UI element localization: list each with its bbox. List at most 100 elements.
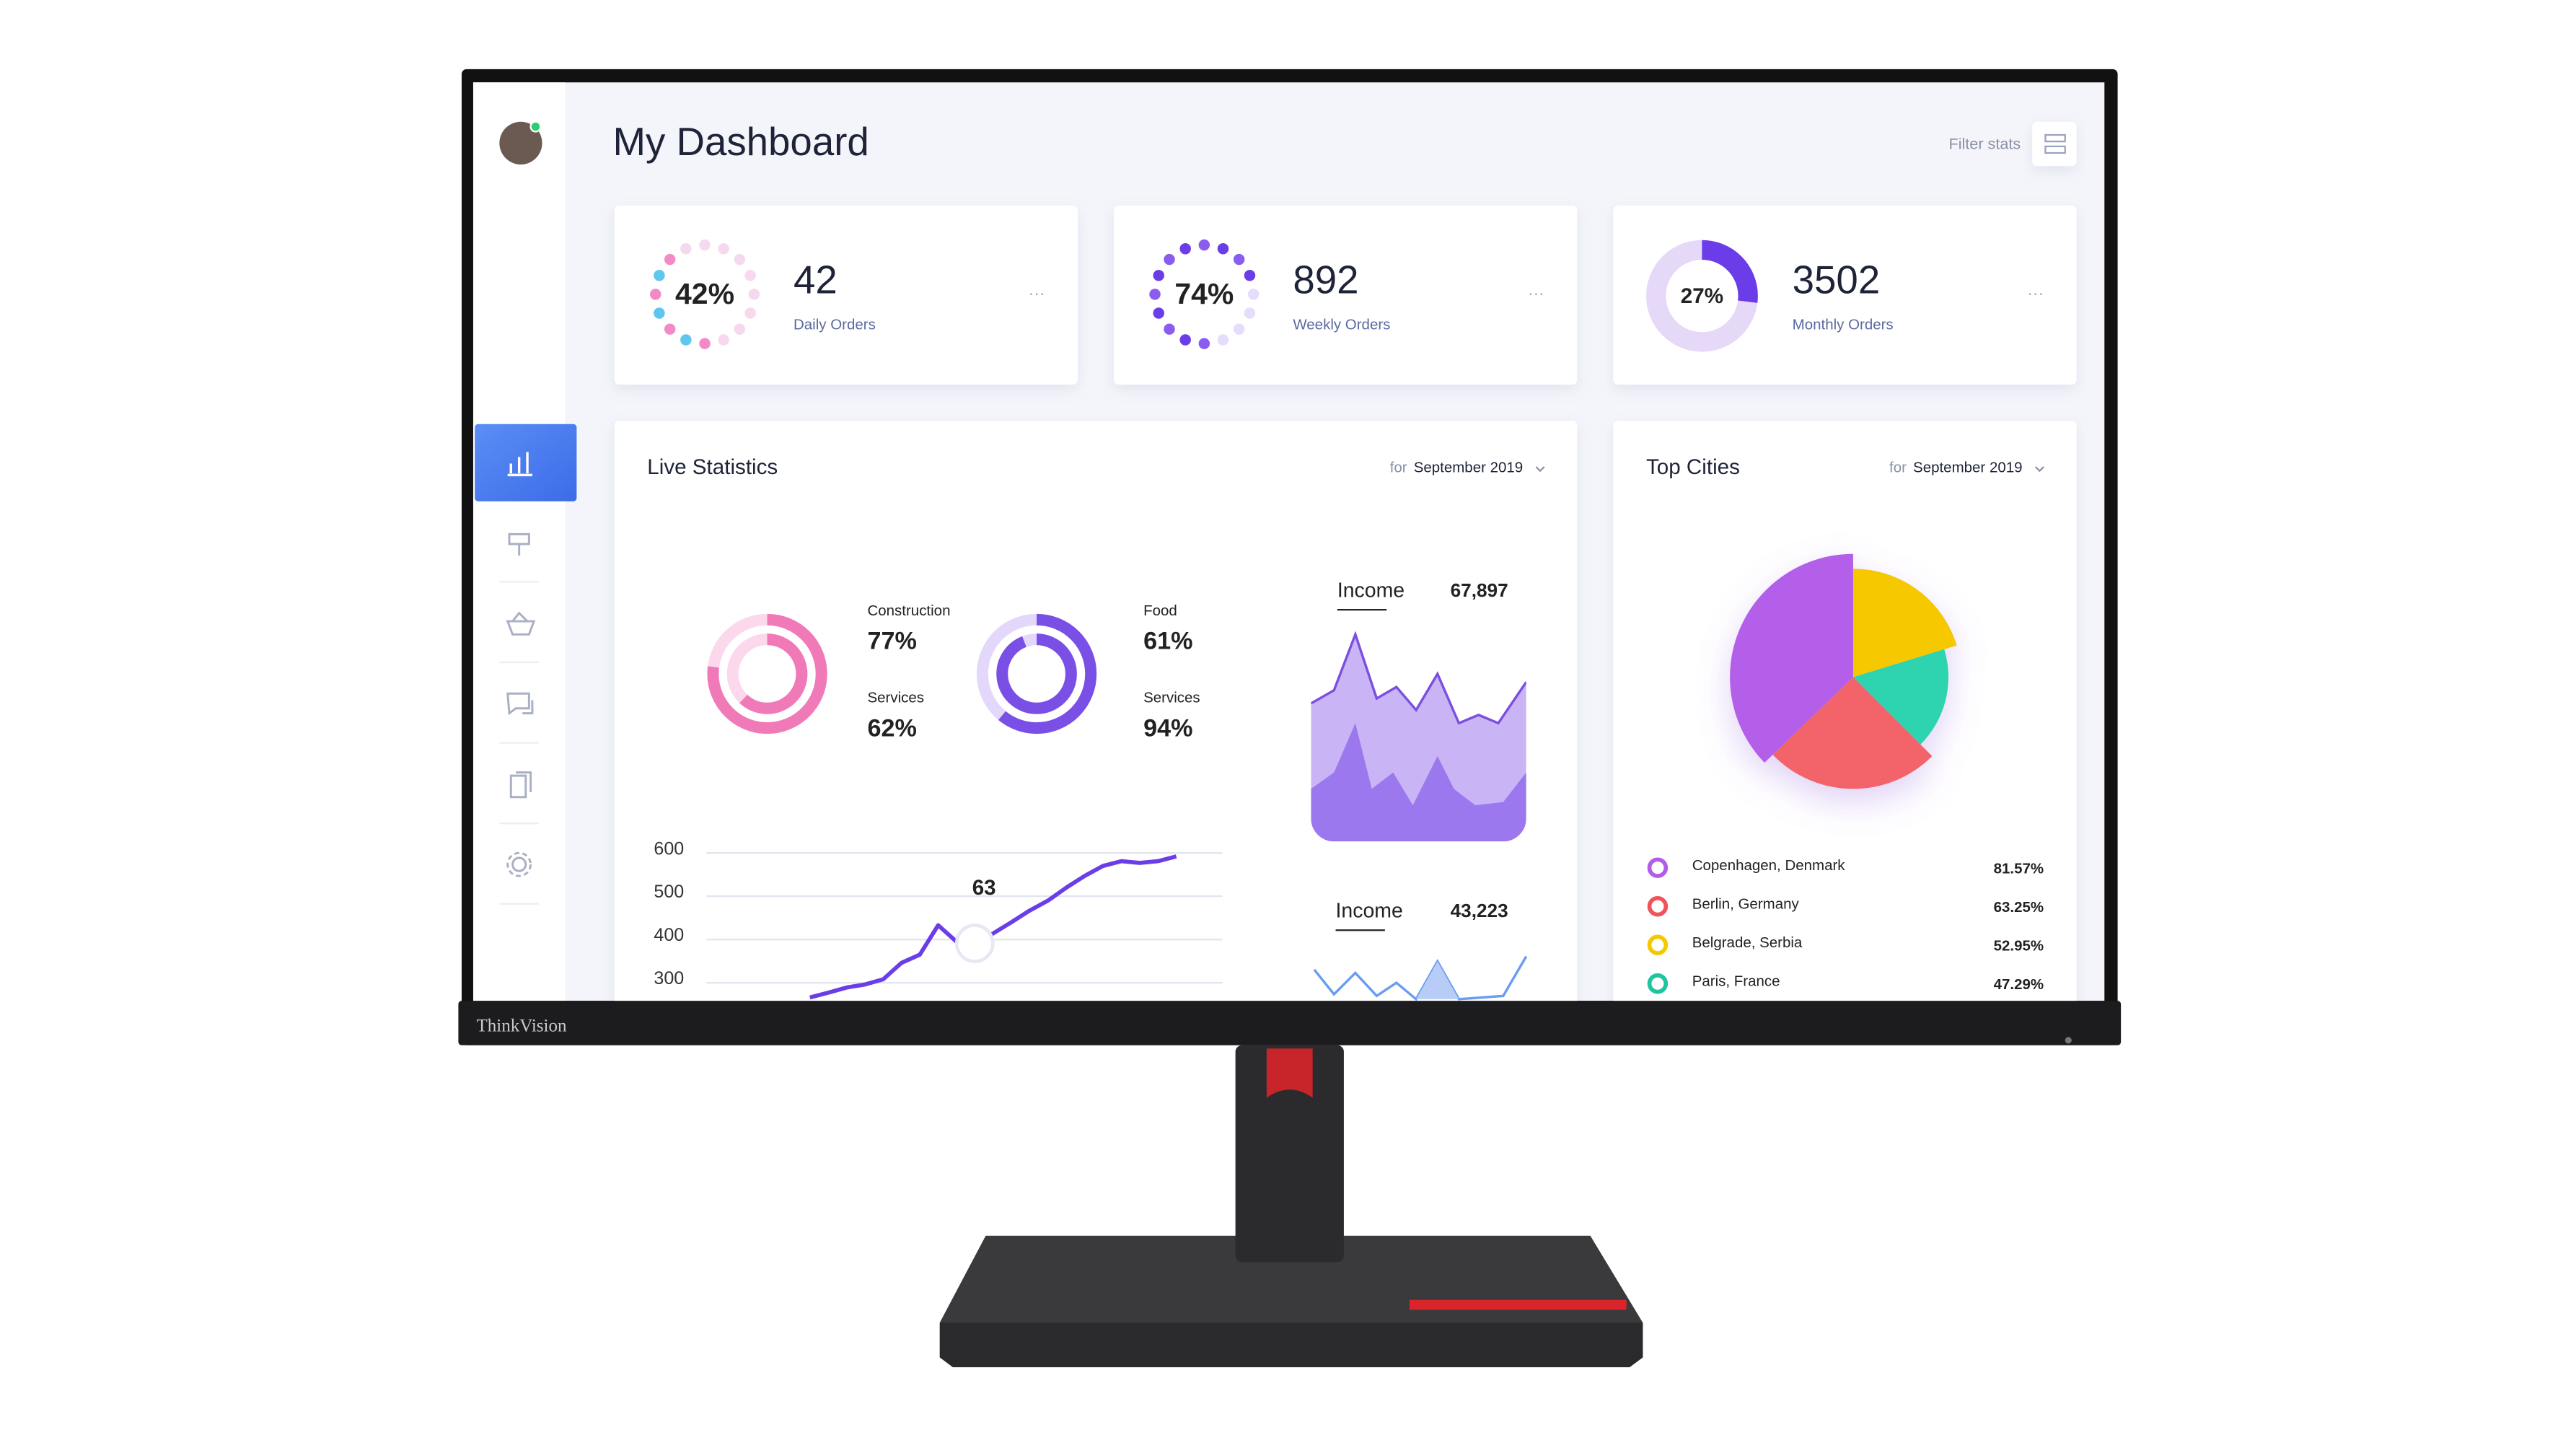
content: My Dashboard Filter stats 42% 42 Daily Order… xyxy=(612,120,2044,1000)
percent-label: 74% xyxy=(1174,277,1234,310)
chin-content: ThinkVision xyxy=(476,1016,567,1035)
nav-icons[interactable] xyxy=(506,532,536,877)
dropdown-caret[interactable] xyxy=(1535,466,1545,473)
period-prefix: for xyxy=(1390,460,1407,476)
income-area-2 xyxy=(1416,961,1459,999)
cable-hole xyxy=(1266,1048,1313,1098)
stat-label: Weekly Orders xyxy=(1293,317,1390,333)
pie-slice xyxy=(1852,649,1949,745)
dropdown-caret[interactable] xyxy=(2034,466,2044,473)
y-tick-label: 300 xyxy=(654,968,684,988)
city-name: Belgrade, Serbia xyxy=(1692,934,1803,951)
dot xyxy=(664,253,676,266)
dot xyxy=(1217,334,1229,346)
pie-chart xyxy=(1730,553,1957,789)
dot xyxy=(1179,243,1191,255)
period: for September 2019 xyxy=(1390,460,1523,476)
dot xyxy=(654,307,665,319)
sidebar xyxy=(472,82,566,1001)
dot xyxy=(1164,253,1175,266)
ring-arc xyxy=(996,633,1077,714)
nav-dividers xyxy=(499,581,539,905)
city-name: Copenhagen, Denmark xyxy=(1692,857,1846,874)
ring-name: Food xyxy=(1143,602,1177,619)
nav-icon xyxy=(507,452,532,477)
chin xyxy=(458,1001,2122,1045)
dot xyxy=(1247,289,1260,300)
filter-button[interactable] xyxy=(2032,121,2077,167)
ring-value: 94% xyxy=(1143,714,1192,742)
y-tick-label: 400 xyxy=(654,925,684,945)
income-underlines xyxy=(1335,608,1387,931)
period-prefix: for xyxy=(1889,460,1907,476)
city-share: 52.95% xyxy=(1994,937,2044,954)
income-amount: 43,223 xyxy=(1451,900,1508,921)
avatar xyxy=(499,121,542,165)
dot xyxy=(1198,239,1210,251)
dot xyxy=(649,289,661,300)
line xyxy=(809,854,1177,1000)
power-led xyxy=(2065,1037,2072,1044)
screen: My Dashboard Filter stats 42% 42 Daily Order… xyxy=(472,82,2105,1001)
pie-slice xyxy=(1772,677,1933,789)
stand-neck xyxy=(1235,1045,1344,1263)
highlight-point xyxy=(954,924,995,963)
y-tick-label: 600 xyxy=(654,838,684,859)
income-line xyxy=(1313,955,1528,1001)
stat-count: 3502 xyxy=(1793,258,1881,302)
dot xyxy=(734,323,746,335)
dot xyxy=(699,239,711,251)
filter-icon xyxy=(2044,133,2066,154)
dot xyxy=(1244,307,1256,319)
ring-arc xyxy=(976,613,1097,734)
dot xyxy=(1233,323,1245,335)
dot xyxy=(1149,289,1161,300)
ring-value: 77% xyxy=(867,628,916,655)
dot xyxy=(744,307,756,319)
legend-marker xyxy=(1647,973,1669,994)
status-dot xyxy=(529,120,542,133)
pie-slice xyxy=(1730,553,1853,763)
dot xyxy=(1233,253,1245,266)
city-name: Berlin, Germany xyxy=(1692,895,1800,912)
ring-name: Services xyxy=(867,690,924,706)
nav-active[interactable] xyxy=(475,424,577,501)
dot-ring xyxy=(649,239,760,349)
dot xyxy=(748,289,760,300)
panel-title: Live Statistics xyxy=(647,455,778,479)
income-amount: 67,897 xyxy=(1451,579,1508,601)
city-share: 47.29% xyxy=(1994,976,2044,993)
period: for September 2019 xyxy=(1889,460,2022,476)
dot xyxy=(680,243,692,255)
ring-value: 61% xyxy=(1143,628,1192,655)
more-menu[interactable]: ··· xyxy=(1528,284,1544,302)
y-tick-label: 500 xyxy=(654,882,684,902)
dot xyxy=(744,269,756,281)
dot xyxy=(1217,243,1229,255)
dot xyxy=(1164,323,1175,335)
ring-name: Services xyxy=(1143,690,1200,706)
dot xyxy=(734,253,746,266)
brand: ThinkVision xyxy=(476,1016,567,1035)
stat-label: Daily Orders xyxy=(794,317,876,333)
legend-marker xyxy=(1647,934,1669,955)
annotation: 63 xyxy=(972,876,996,900)
ring-arc xyxy=(726,633,808,714)
period-value: September 2019 xyxy=(1913,460,2022,476)
dot xyxy=(1179,334,1191,346)
dot xyxy=(654,269,665,281)
stand-accent xyxy=(1410,1299,1627,1310)
city-name: Paris, France xyxy=(1692,973,1780,989)
dot xyxy=(680,334,692,346)
dot xyxy=(718,334,729,346)
dot xyxy=(664,323,676,335)
ring-value: 62% xyxy=(867,714,916,742)
stat-count: 892 xyxy=(1293,258,1358,302)
more-menu[interactable]: ··· xyxy=(1029,284,1045,302)
income-label: Income xyxy=(1336,900,1403,923)
income-area xyxy=(1311,631,1526,842)
more-menu[interactable]: ··· xyxy=(2027,284,2044,302)
filter-label: Filter stats xyxy=(1948,134,2021,152)
